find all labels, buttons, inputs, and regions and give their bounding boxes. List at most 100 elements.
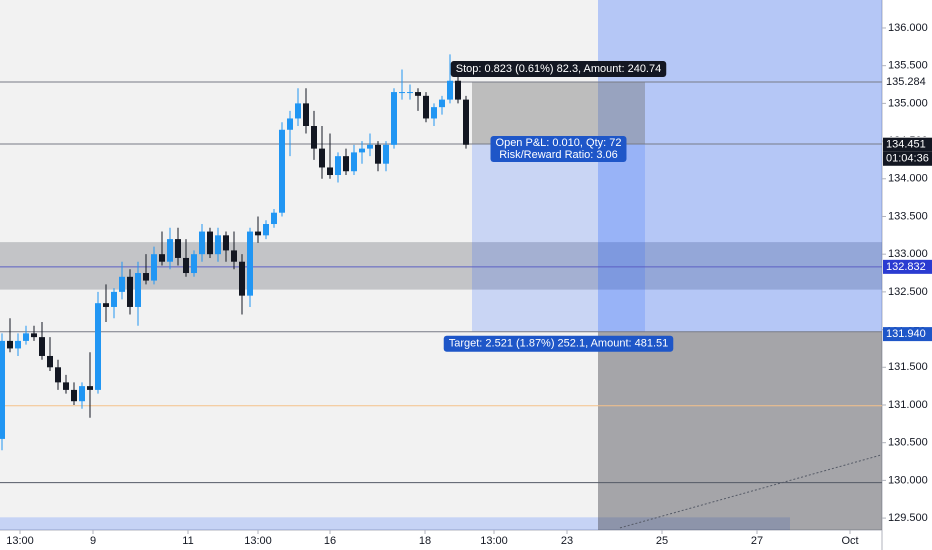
candle-body	[239, 261, 245, 296]
candle-body	[207, 231, 213, 255]
candle-body	[135, 273, 141, 307]
candle-body	[247, 231, 253, 296]
candle-body	[15, 340, 21, 349]
x-tick-label: 13:00	[6, 535, 34, 547]
plot-background	[0, 0, 882, 530]
candle-body	[223, 235, 229, 251]
candle-body	[463, 99, 469, 145]
zone	[0, 242, 882, 290]
candle-body	[287, 118, 293, 130]
price-label-box	[883, 74, 932, 89]
price-label: 135.284	[886, 76, 926, 88]
forecast-upper	[598, 0, 882, 332]
candle-body	[375, 144, 381, 164]
candle-body	[311, 125, 317, 149]
candle-body	[391, 92, 397, 145]
y-tick-label: 130.500	[888, 437, 928, 449]
candle-body	[407, 92, 413, 94]
candle-body	[95, 303, 101, 390]
y-tick-label: 136.000	[888, 22, 928, 34]
candle-body	[383, 144, 389, 164]
candle-body	[79, 386, 85, 402]
countdown: 01:04:36	[886, 153, 929, 165]
candle-body	[455, 80, 461, 100]
candle-body	[143, 273, 149, 281]
pnl-label: Risk/Reward Ratio: 3.06	[499, 149, 618, 161]
time-axis	[0, 530, 882, 550]
y-tick-label: 132.500	[888, 286, 928, 298]
candle-body	[295, 103, 301, 119]
target-label-box	[443, 335, 674, 352]
x-tick-label: Oct	[841, 535, 858, 547]
candle-body	[191, 254, 197, 274]
candle-body	[263, 224, 269, 236]
price-label: 134.451	[886, 139, 926, 151]
price-label-box	[883, 327, 932, 342]
countdown-box	[883, 151, 932, 166]
candle-body	[359, 148, 365, 153]
candle-body	[175, 239, 181, 258]
candle-body	[87, 386, 93, 390]
forecast-lower	[598, 331, 882, 530]
price-label-box	[883, 259, 932, 274]
price-axis	[882, 0, 932, 550]
candle-body	[103, 303, 109, 307]
stop-area	[472, 81, 645, 145]
candle-body	[255, 231, 261, 236]
x-tick-label: 23	[561, 535, 573, 547]
candle-body	[7, 340, 13, 349]
x-tick-label: 18	[419, 535, 431, 547]
x-tick-label: 9	[90, 535, 96, 547]
candle-body	[439, 99, 445, 108]
x-tick-label: 13:00	[480, 535, 508, 547]
y-tick-label: 134.000	[888, 173, 928, 185]
candle-body	[231, 250, 237, 262]
stop-label: Stop: 0.823 (0.61%) 82.3, Amount: 240.74	[456, 63, 661, 75]
candle-body	[343, 156, 349, 172]
band	[0, 517, 790, 530]
candle-body	[423, 95, 429, 119]
x-tick-label: 11	[182, 535, 193, 547]
candle-body	[0, 340, 5, 439]
candle-body	[71, 389, 77, 402]
candle-body	[303, 103, 309, 126]
candle-body	[279, 129, 285, 213]
price-label: 132.832	[886, 261, 926, 273]
price-label-box	[883, 137, 932, 152]
candle-body	[55, 367, 61, 383]
y-tick-label: 129.500	[888, 512, 928, 524]
trend-line	[619, 454, 883, 529]
candle-body	[111, 291, 117, 307]
y-tick-label: 131.000	[888, 399, 928, 411]
candle-body	[215, 235, 221, 255]
candle-body	[47, 355, 53, 368]
y-tick-label: 135.000	[888, 97, 928, 109]
candle-body	[199, 231, 205, 255]
x-tick-label: 25	[656, 535, 668, 547]
target-label: Target: 2.521 (1.87%) 252.1, Amount: 481…	[449, 338, 669, 350]
y-tick-label: 131.500	[888, 361, 928, 373]
candle-body	[447, 80, 453, 100]
candle-body	[183, 257, 189, 274]
y-tick-label: 133.500	[888, 210, 928, 222]
pnl-box	[490, 136, 627, 163]
pnl-label: Open P&L: 0.010, Qty: 72	[496, 137, 622, 149]
x-tick-label: 13:00	[244, 535, 272, 547]
candle-body	[327, 167, 333, 176]
candle-body	[151, 254, 157, 281]
candle-body	[167, 239, 173, 262]
price-label: 131.940	[886, 328, 926, 340]
candle-body	[119, 276, 125, 292]
target-area	[472, 144, 645, 332]
candle-body	[39, 337, 45, 356]
x-tick-label: 27	[751, 535, 763, 547]
candle-body	[431, 107, 437, 119]
candle-body	[159, 254, 165, 262]
candle-body	[271, 212, 277, 225]
candle-body	[127, 276, 133, 307]
y-tick-label: 133.000	[888, 248, 928, 260]
stop-label-box	[450, 60, 667, 77]
candle-body	[335, 156, 341, 176]
x-tick-label: 16	[324, 535, 336, 547]
